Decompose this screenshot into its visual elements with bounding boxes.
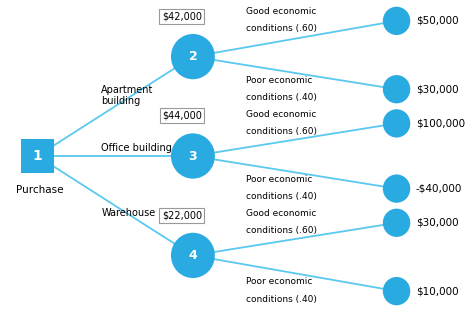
Ellipse shape (383, 109, 410, 138)
Text: 3: 3 (189, 149, 197, 163)
Text: $30,000: $30,000 (416, 84, 458, 94)
Text: $10,000: $10,000 (416, 286, 458, 296)
Ellipse shape (171, 233, 215, 278)
Text: Apartment
building: Apartment building (101, 85, 154, 106)
Text: $22,000: $22,000 (162, 210, 202, 220)
Text: $44,000: $44,000 (162, 111, 202, 121)
Text: Good economic: Good economic (246, 110, 316, 119)
Text: Poor economic: Poor economic (246, 277, 312, 286)
Text: conditions (.40): conditions (.40) (246, 295, 317, 304)
Text: $42,000: $42,000 (162, 12, 202, 22)
Text: conditions (.40): conditions (.40) (246, 93, 317, 102)
Text: Good economic: Good economic (246, 209, 316, 218)
Text: -$40,000: -$40,000 (416, 184, 462, 194)
FancyBboxPatch shape (21, 139, 54, 173)
Ellipse shape (383, 209, 410, 237)
Text: conditions (.60): conditions (.60) (246, 24, 317, 33)
Ellipse shape (383, 7, 410, 35)
Text: Poor economic: Poor economic (246, 76, 312, 85)
Text: Purchase: Purchase (16, 185, 64, 195)
Text: conditions (.60): conditions (.60) (246, 226, 317, 235)
Text: Office building: Office building (101, 143, 172, 153)
Text: $30,000: $30,000 (416, 218, 458, 228)
Text: $50,000: $50,000 (416, 16, 458, 26)
Ellipse shape (383, 75, 410, 103)
Text: $100,000: $100,000 (416, 118, 465, 128)
Ellipse shape (383, 277, 410, 305)
Text: Good economic: Good economic (246, 7, 316, 16)
Ellipse shape (383, 174, 410, 203)
Text: 1: 1 (32, 149, 42, 163)
Ellipse shape (171, 133, 215, 179)
Text: conditions (.40): conditions (.40) (246, 192, 317, 201)
Ellipse shape (171, 34, 215, 79)
Text: Warehouse: Warehouse (101, 208, 155, 218)
Text: 2: 2 (189, 50, 197, 63)
Text: Poor economic: Poor economic (246, 175, 312, 184)
Text: 4: 4 (189, 249, 197, 262)
Text: conditions (.60): conditions (.60) (246, 127, 317, 136)
